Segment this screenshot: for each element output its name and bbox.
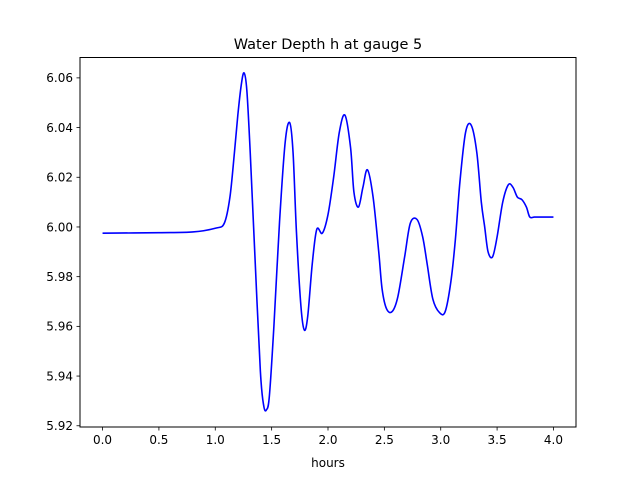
y-tick-label: 5.94: [46, 369, 73, 383]
y-tick-label: 6.02: [46, 171, 73, 185]
x-tick-label: 2.0: [318, 433, 337, 447]
y-tick-label: 6.04: [46, 121, 73, 135]
series-line-0: [102, 72, 554, 412]
plot-area: [102, 72, 554, 412]
x-tick-label: 1.0: [206, 433, 225, 447]
x-tick-label: 0.0: [93, 433, 112, 447]
x-axis-label: hours: [311, 456, 345, 470]
x-tick-label: 4.0: [544, 433, 563, 447]
chart-title: Water Depth h at gauge 5: [234, 37, 422, 53]
y-tick-label: 6.00: [46, 220, 73, 234]
y-tick-label: 5.92: [46, 419, 73, 433]
x-tick-label: 2.5: [375, 433, 394, 447]
axes-frame: [79, 57, 577, 428]
x-tick-label: 1.5: [262, 433, 281, 447]
y-tick-label: 5.98: [46, 270, 73, 284]
x-tick-label: 3.0: [431, 433, 450, 447]
y-tick-label: 6.06: [46, 71, 73, 85]
x-tick-label: 0.5: [149, 433, 168, 447]
y-tick-label: 5.96: [46, 320, 73, 334]
x-tick-label: 3.5: [488, 433, 507, 447]
axis-ticks: 0.0 0.5 1.0 1.5 2.0 2.5 3.0 3.5 4.0 5.92 5.94 5.96 5…: [46, 71, 563, 447]
